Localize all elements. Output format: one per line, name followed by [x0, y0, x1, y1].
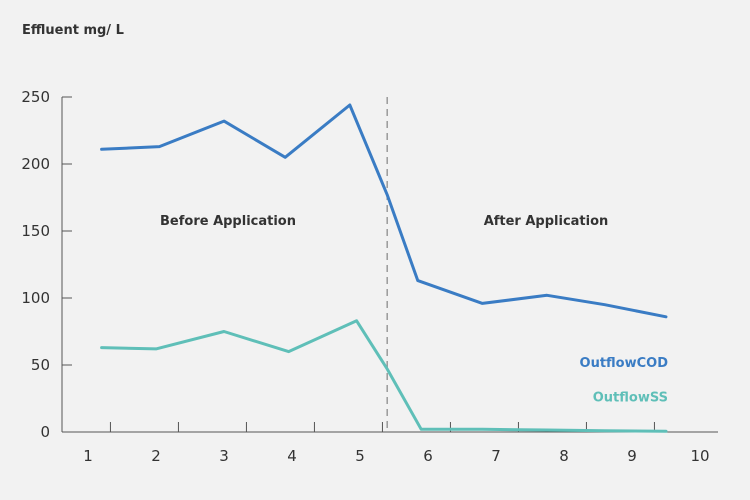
x-tick-label: 8: [559, 447, 569, 465]
x-tick-label: 3: [219, 447, 229, 465]
y-tick-label: 200: [21, 155, 50, 173]
axes: 0 50 100 150 200 250 1 2 3 4 5 6 7 8 9 10: [21, 88, 718, 465]
x-tick-label: 9: [627, 447, 637, 465]
x-tick-label: 4: [287, 447, 297, 465]
y-tick-label: 100: [21, 289, 50, 307]
series-label-outflowss: OutflowSS: [593, 390, 668, 405]
x-tick-label: 1: [83, 447, 93, 465]
y-tick-label: 150: [21, 222, 50, 240]
series-layer: OutflowCOD OutflowSS: [100, 103, 669, 433]
x-tick-label: 6: [423, 447, 433, 465]
series-line-outflowcod: [100, 103, 668, 319]
x-tick-label: 10: [690, 447, 709, 465]
y-tick-label: 0: [40, 423, 50, 441]
x-tick-label: 2: [151, 447, 161, 465]
series-label-outflowcod: OutflowCOD: [580, 356, 669, 371]
y-tick-label: 50: [31, 356, 50, 374]
x-tick-label: 5: [355, 447, 365, 465]
y-axis-label: Effluent mg/ L: [22, 23, 124, 38]
series-line-outflowss: [100, 319, 668, 433]
y-tick-label: 250: [21, 88, 50, 106]
annotation-after: After Application: [484, 214, 609, 229]
x-tick-label: 7: [491, 447, 501, 465]
annotation-before: Before Application: [160, 214, 296, 229]
